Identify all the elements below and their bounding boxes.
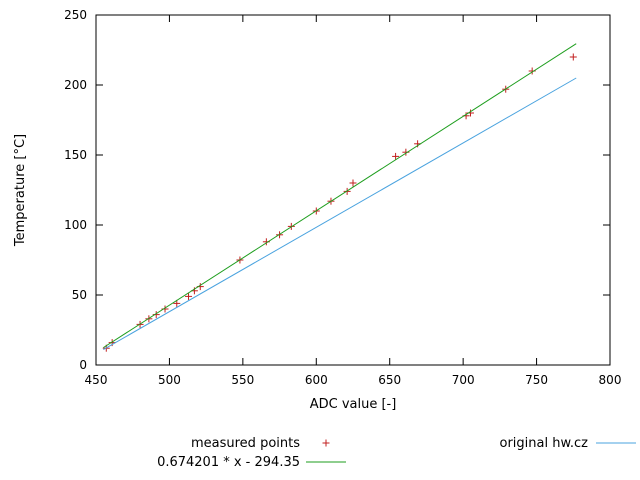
axis-ticks: 450 500 550 600 650 700 750 800 0 50 100 150 200 250: [64, 8, 621, 387]
plus-marker-icon: [322, 439, 330, 447]
x-tick-label: 700: [452, 373, 475, 387]
x-tick-label: 600: [305, 373, 328, 387]
y-tick-label: 100: [64, 218, 87, 232]
y-tick-label: 50: [72, 288, 87, 302]
y-tick-label: 250: [64, 8, 87, 22]
y-tick-label: 150: [64, 148, 87, 162]
x-tick-label: 650: [378, 373, 401, 387]
legend-label-original-hwcz: original hw.cz: [499, 436, 588, 451]
x-tick-label: 800: [599, 373, 622, 387]
legend-label-measured-points: measured points: [191, 436, 300, 451]
series-line: [103, 43, 577, 349]
y-tick-label: 0: [79, 358, 87, 372]
series-line: [103, 77, 577, 351]
x-axis-label: ADC value [-]: [310, 397, 397, 412]
x-tick-label: 450: [85, 373, 108, 387]
y-axis-label: Temperature [°C]: [13, 134, 28, 247]
x-tick-label: 500: [158, 373, 181, 387]
plot-data-layer: [102, 43, 577, 352]
legend: measured points 0.674201 * x - 294.35 or…: [157, 436, 636, 470]
plot-border: [95, 14, 611, 366]
legend-label-fit-equation: 0.674201 * x - 294.35: [157, 455, 300, 470]
y-tick-label: 200: [64, 78, 87, 92]
x-tick-label: 550: [231, 373, 254, 387]
x-tick-label: 750: [525, 373, 548, 387]
